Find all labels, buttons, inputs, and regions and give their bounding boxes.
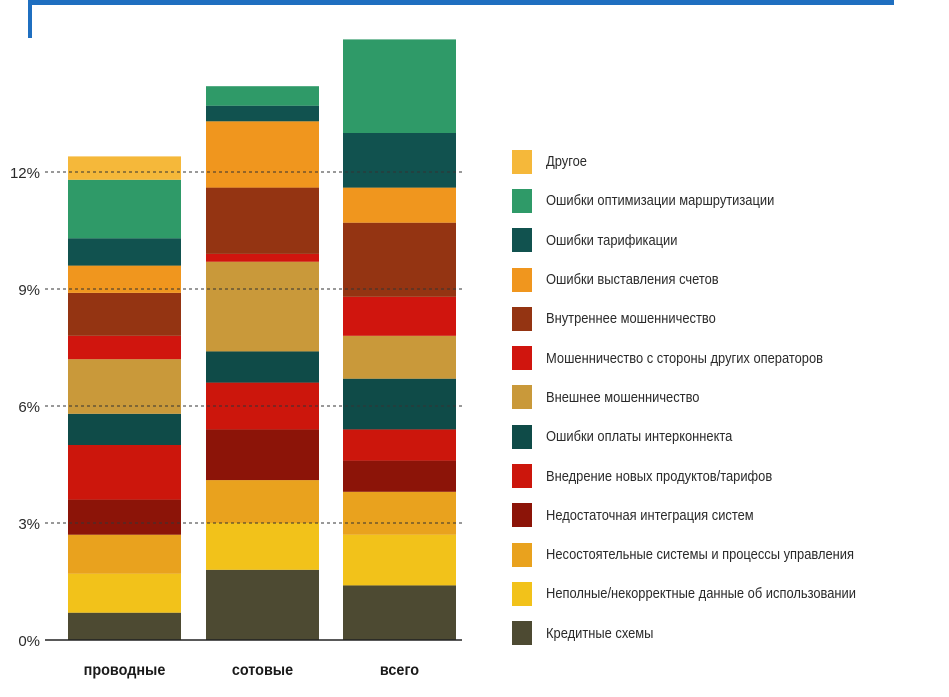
legend-item: Внешнее мошенничество	[512, 378, 942, 417]
x-tick-label: сотовые	[232, 661, 293, 679]
legend-label: Несостоятельные системы и процессы управ…	[546, 546, 854, 564]
legend-swatch	[512, 228, 532, 253]
bar-segment-1-3	[206, 429, 319, 481]
bar-segment-2-5	[343, 378, 456, 430]
header-rule-left	[28, 0, 32, 38]
legend-swatch	[512, 542, 532, 567]
bar-segment-1-10	[206, 105, 319, 122]
bar-segment-1-11	[206, 86, 319, 106]
bar-segment-1-6	[206, 261, 319, 352]
bar-segment-0-9	[68, 265, 181, 293]
y-tick-label: 6%	[18, 399, 40, 416]
bar-segment-2-9	[343, 187, 456, 223]
bar-segment-1-5	[206, 351, 319, 383]
legend-label: Неполные/некорректные данные об использо…	[546, 585, 856, 603]
legend-swatch	[512, 346, 532, 371]
legend-item: Несостоятельные системы и процессы управ…	[512, 535, 942, 574]
bar-segment-0-12	[68, 156, 181, 180]
header-rule	[28, 0, 894, 5]
bar-segment-1-2	[206, 480, 319, 523]
legend-item: Неполные/некорректные данные об использо…	[512, 574, 942, 613]
legend-item: Ошибки оплаты интерконнекта	[512, 417, 942, 456]
y-tick-label: 0%	[18, 633, 40, 650]
legend-label: Другое	[546, 153, 587, 171]
bar-segment-0-3	[68, 499, 181, 535]
legend-item: Ошибки оптимизации маршрутизации	[512, 181, 942, 220]
bar-segment-2-0	[343, 585, 456, 640]
bar-segment-2-7	[343, 296, 456, 336]
legend-swatch	[512, 424, 532, 449]
legend-swatch	[512, 464, 532, 489]
bar-segment-2-2	[343, 491, 456, 535]
legend-item: Недостаточная интеграция систем	[512, 496, 942, 535]
bar-segment-0-0	[68, 612, 181, 640]
legend-swatch	[512, 267, 532, 292]
legend-label: Внешнее мошенничество	[546, 388, 700, 406]
bar-segment-2-10	[343, 133, 456, 188]
legend-label: Внедрение новых продуктов/тарифов	[546, 467, 773, 485]
legend-swatch	[512, 621, 532, 646]
legend-item: Другое	[512, 142, 942, 181]
y-tick-label: 3%	[18, 516, 40, 533]
legend-label: Кредитные схемы	[546, 624, 654, 642]
bar-segment-1-8	[206, 187, 319, 254]
x-tick-label: проводные	[84, 661, 166, 679]
bar-segment-1-1	[206, 523, 319, 570]
legend-swatch	[512, 188, 532, 213]
legend-label: Недостаточная интеграция систем	[546, 506, 754, 524]
x-tick-label: всего	[380, 661, 419, 679]
bar-segment-2-4	[343, 429, 456, 461]
legend-swatch	[512, 306, 532, 331]
bar-segment-2-8	[343, 222, 456, 297]
bar-segment-2-11	[343, 39, 456, 133]
legend-item: Внедрение новых продуктов/тарифов	[512, 456, 942, 495]
legend-item: Мошенничество с стороны других операторо…	[512, 338, 942, 377]
legend-swatch	[512, 385, 532, 410]
bar-segment-0-5	[68, 413, 181, 445]
bar-segment-2-1	[343, 534, 456, 586]
legend-swatch	[512, 503, 532, 528]
y-tick-label: 9%	[18, 282, 40, 299]
bar-segment-0-6	[68, 359, 181, 414]
bar-segment-2-3	[343, 460, 456, 492]
chart-legend: Другое Ошибки оптимизации маршрутизации Ош…	[512, 142, 942, 653]
bar-segment-0-2	[68, 534, 181, 574]
legend-item: Внутреннее мошенничество	[512, 299, 942, 338]
legend-label: Ошибки выставления счетов	[546, 271, 719, 289]
bar-segment-0-4	[68, 445, 181, 500]
legend-item: Кредитные схемы	[512, 614, 942, 653]
legend-label: Ошибки оплаты интерконнекта	[546, 428, 733, 446]
bar-segment-0-8	[68, 292, 181, 336]
legend-item: Ошибки тарификации	[512, 221, 942, 260]
legend-swatch	[512, 149, 532, 174]
bar-segment-1-7	[206, 253, 319, 262]
legend-item: Ошибки выставления счетов	[512, 260, 942, 299]
y-tick-label: 12%	[10, 165, 40, 182]
bar-segment-0-7	[68, 335, 181, 360]
bar-segment-1-0	[206, 569, 319, 640]
bar-segment-2-6	[343, 335, 456, 379]
legend-label: Ошибки оптимизации маршрутизации	[546, 192, 775, 210]
legend-label: Внутреннее мошенничество	[546, 310, 716, 328]
bar-segment-0-11	[68, 179, 181, 239]
bar-segment-0-1	[68, 573, 181, 613]
bar-segment-0-10	[68, 238, 181, 266]
legend-label: Мошенничество с стороны других операторо…	[546, 349, 824, 367]
legend-label: Ошибки тарификации	[546, 231, 678, 249]
legend-swatch	[512, 581, 532, 606]
bar-segment-1-9	[206, 121, 319, 188]
